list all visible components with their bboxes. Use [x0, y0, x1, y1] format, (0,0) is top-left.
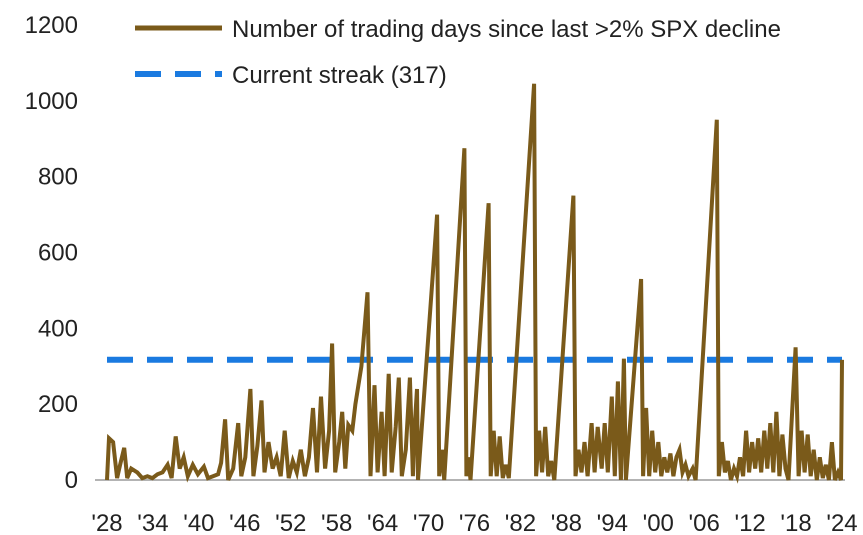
series-group — [105, 83, 844, 484]
y-tick-label-0: 0 — [65, 467, 78, 494]
y-tick-label-800: 800 — [38, 164, 78, 191]
series-line-trading-days — [105, 83, 844, 484]
x-tick-label-58: '58 — [321, 510, 352, 535]
x-tick-label-94: '94 — [597, 510, 628, 535]
x-tick-label-70: '70 — [413, 510, 444, 535]
x-tick-label-46: '46 — [229, 510, 260, 535]
x-tick-label-06: '06 — [689, 510, 720, 535]
y-tick-label-200: 200 — [38, 391, 78, 418]
x-tick-label-64: '64 — [367, 510, 398, 535]
legend-label-trading-days: Number of trading days since last >2% SP… — [232, 16, 781, 43]
x-axis-tick-labels: '28 '34 '40 '46 '52 '58 '64 '70 '76 '82 '88 '94 '00 '… — [91, 510, 857, 535]
legend: Number of trading days since last >2% SP… — [135, 16, 781, 89]
x-tick-label-88: '88 — [551, 510, 582, 535]
y-tick-label-400: 400 — [38, 315, 78, 342]
x-tick-label-18: '18 — [780, 510, 811, 535]
y-tick-label-1200: 1200 — [25, 12, 78, 39]
y-tick-label-1000: 1000 — [25, 88, 78, 115]
legend-label-current-streak: Current streak (317) — [232, 62, 447, 89]
x-tick-label-82: '82 — [505, 510, 536, 535]
x-tick-label-12: '12 — [734, 510, 765, 535]
x-tick-label-28: '28 — [91, 510, 122, 535]
y-axis-tick-labels: 0 200 400 600 800 1000 1200 — [25, 12, 78, 494]
x-tick-label-76: '76 — [459, 510, 490, 535]
x-tick-label-00: '00 — [643, 510, 674, 535]
y-tick-label-600: 600 — [38, 240, 78, 267]
x-tick-label-24: '24 — [826, 510, 857, 535]
x-tick-label-52: '52 — [275, 510, 306, 535]
x-tick-label-34: '34 — [137, 510, 168, 535]
x-tick-label-40: '40 — [183, 510, 214, 535]
